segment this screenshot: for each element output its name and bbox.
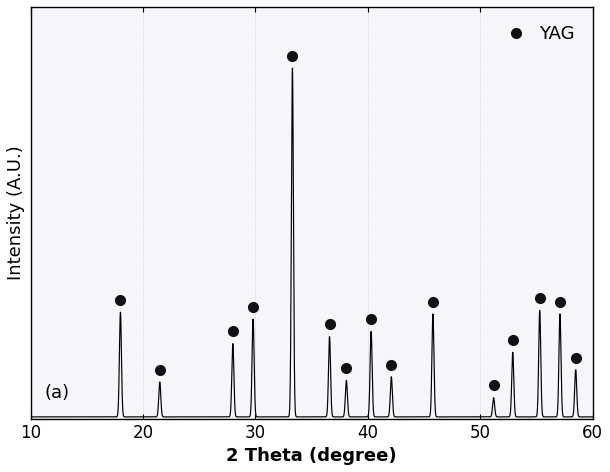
Y-axis label: Intensity (A.U.): Intensity (A.U.) xyxy=(7,145,25,280)
X-axis label: 2 Theta (degree): 2 Theta (degree) xyxy=(226,447,397,465)
Text: (a): (a) xyxy=(45,384,70,402)
Legend: YAG: YAG xyxy=(489,16,584,52)
